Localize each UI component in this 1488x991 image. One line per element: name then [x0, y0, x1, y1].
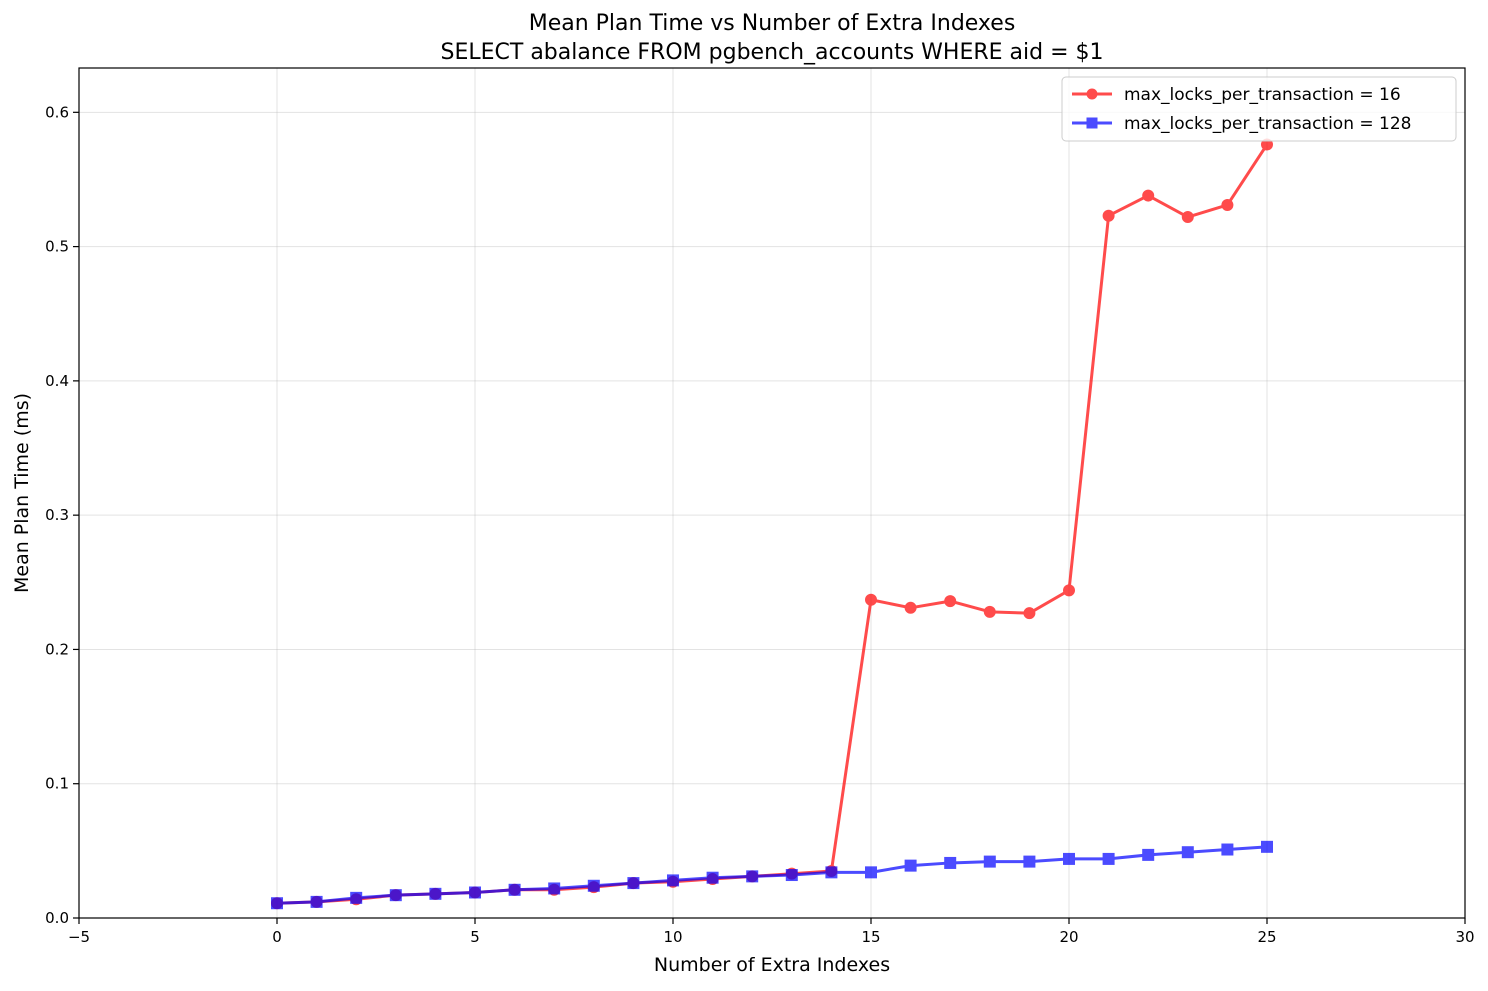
grid	[78, 68, 1466, 919]
chart-title: Mean Plan Time vs Number of Extra Indexe…	[529, 11, 1016, 36]
legend: max_locks_per_transaction = 16 max_locks_…	[1061, 76, 1457, 142]
y-tick-label: 0.3	[45, 506, 69, 524]
data-point	[429, 887, 442, 900]
data-point	[1023, 607, 1036, 620]
data-point	[825, 866, 838, 879]
data-point	[1063, 584, 1075, 597]
chart-subtitle: SELECT abalance FROM pgbench_accounts WH…	[441, 40, 1104, 65]
data-point	[627, 877, 640, 890]
x-axis-label: Number of Extra Indexes	[654, 954, 890, 976]
data-point	[904, 859, 917, 872]
series-1	[271, 138, 1273, 910]
data-point	[1023, 855, 1036, 868]
legend-swatch	[1072, 88, 1112, 100]
data-point	[865, 866, 877, 879]
data-point	[746, 870, 759, 883]
data-point	[667, 874, 679, 887]
data-point	[350, 891, 363, 904]
data-point	[944, 856, 957, 869]
data-point	[548, 882, 561, 895]
data-point	[944, 595, 957, 608]
data-point	[785, 869, 798, 882]
data-point	[706, 871, 719, 884]
data-point	[1102, 209, 1115, 222]
data-point	[389, 889, 402, 902]
y-tick-label: 0.6	[45, 103, 69, 121]
data-point	[469, 886, 481, 899]
series-line	[276, 143, 1269, 905]
legend-label: max_locks_per_transaction = 128	[1124, 114, 1411, 134]
x-tick-label: −5	[68, 928, 90, 946]
series-2	[271, 840, 1273, 910]
data-point	[1102, 852, 1115, 865]
x-tick-label: 20	[1059, 928, 1078, 946]
x-tick-label: 30	[1455, 928, 1474, 946]
data-point	[1142, 848, 1155, 861]
data-point	[1142, 189, 1155, 202]
legend-entry: max_locks_per_transaction = 16	[1072, 85, 1401, 105]
data-point	[865, 593, 877, 606]
data-point	[587, 879, 600, 892]
data-point	[1221, 843, 1234, 856]
legend-entry: max_locks_per_transaction = 128	[1072, 114, 1411, 134]
data-point	[1221, 198, 1234, 211]
plot-frame	[78, 67, 1466, 919]
y-tick-label: 0.5	[45, 238, 69, 256]
data-point	[1261, 840, 1273, 853]
y-tick-label: 0.0	[45, 909, 69, 927]
x-tick-label: 10	[663, 928, 682, 946]
y-tick-label: 0.4	[45, 372, 69, 390]
y-axis-label: Mean Plan Time (ms)	[11, 393, 33, 593]
x-tick-label: 0	[272, 928, 282, 946]
series-layer	[271, 138, 1273, 910]
data-point	[983, 605, 996, 618]
data-point	[508, 883, 521, 896]
series-line	[276, 845, 1268, 905]
y-tick-label: 0.1	[45, 775, 69, 793]
data-point	[983, 855, 996, 868]
legend-label: max_locks_per_transaction = 16	[1124, 85, 1401, 105]
data-point	[1063, 852, 1075, 865]
x-tick-label: 5	[470, 928, 480, 946]
data-point	[271, 897, 283, 910]
data-point	[1181, 211, 1194, 224]
data-point	[1181, 846, 1194, 859]
legend-entries: max_locks_per_transaction = 16 max_locks_…	[1072, 85, 1411, 134]
x-tick-label: 15	[861, 928, 880, 946]
y-axis-ticks: 0.0 0.1 0.2 0.3 0.4 0.5 0.6	[45, 103, 79, 927]
legend-frame	[1061, 76, 1457, 142]
data-point	[904, 601, 917, 614]
legend-swatch	[1072, 117, 1112, 129]
x-axis-ticks: −5 0 5 10 15 20 25 30	[68, 918, 1475, 946]
x-tick-label: 25	[1257, 928, 1276, 946]
y-tick-label: 0.2	[45, 640, 69, 658]
data-point	[310, 895, 323, 908]
